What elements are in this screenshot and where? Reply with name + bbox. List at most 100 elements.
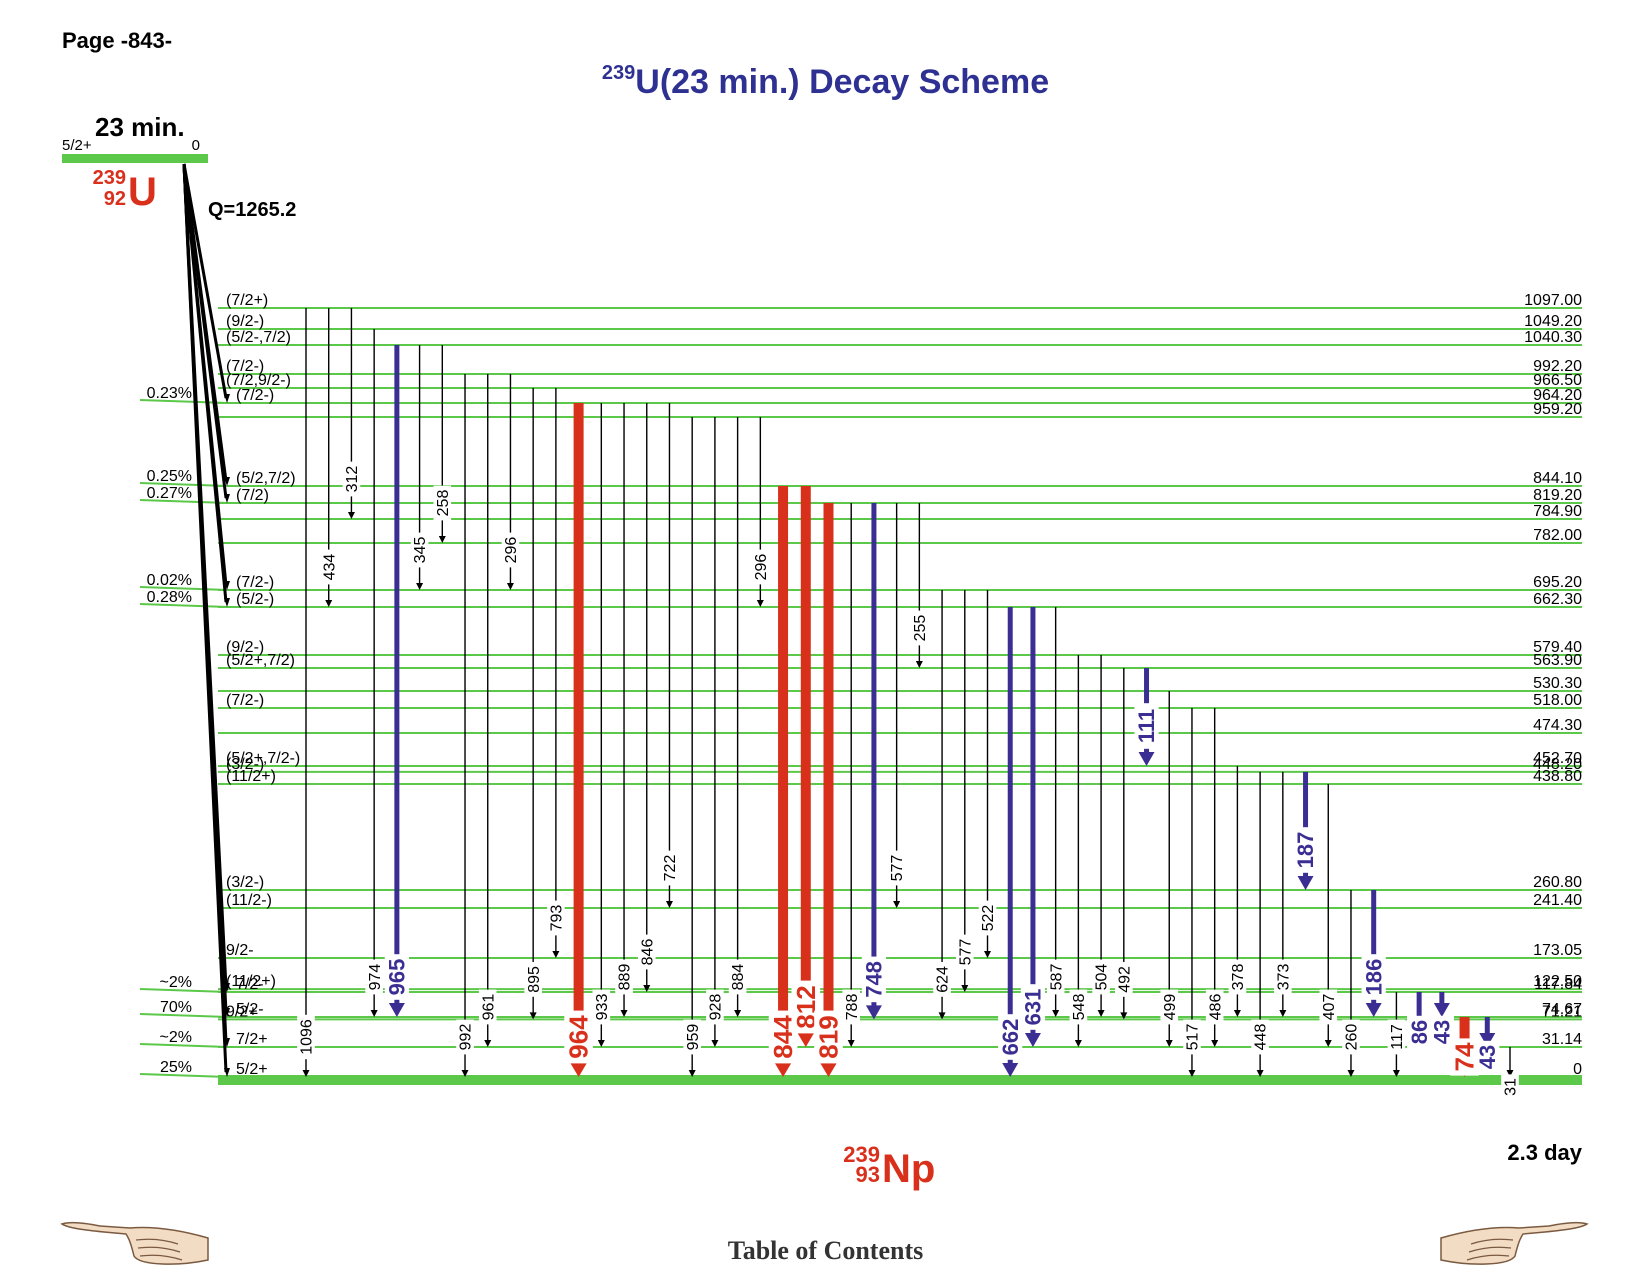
gamma-arrowhead [461, 1070, 469, 1077]
gamma-arrowhead [1279, 1010, 1287, 1017]
gamma-label-background [1115, 961, 1133, 997]
branching-ratio-label: 70% [160, 999, 192, 1016]
gamma-label-background [1475, 1040, 1500, 1074]
gamma-energy-label: 492 [1116, 966, 1133, 993]
title-text: U(23 min.) Decay Scheme [635, 63, 1050, 101]
gamma-846: 846 [637, 403, 656, 992]
levels-layer: 1097.00 (7/2+) 1049.20 (9/2-) 1040.30 (5/2-,7… [139, 292, 1582, 1085]
gamma-energy-label: 959 [685, 1024, 702, 1051]
level-energy-label: 782.00 [1533, 527, 1582, 544]
table-of-contents-link[interactable]: Table of Contents [727, 1236, 924, 1265]
next-page-hand-icon[interactable] [1439, 1210, 1589, 1268]
gamma-label-background [861, 956, 887, 1003]
gamma-889: 889 [615, 403, 634, 1017]
gamma-arrowhead [438, 536, 446, 543]
gamma-arrowhead [552, 951, 560, 958]
gamma-arrowhead [1479, 1033, 1496, 1047]
level-spin-label: (11/2+) [226, 768, 276, 785]
gamma-energy-label: 504 [1094, 964, 1111, 991]
gamma-label-background [1228, 959, 1247, 995]
gamma-74: 74 [1450, 1017, 1480, 1077]
gamma-energy-label: 964 [564, 1015, 594, 1059]
beta-branch-line [182, 163, 228, 1073]
gamma-577: 577 [887, 503, 906, 908]
gamma-arrowhead [1324, 1040, 1332, 1047]
gamma-energy-label: 448 [1253, 1024, 1270, 1051]
parent-halflife: 23 min. [95, 112, 185, 142]
gamma-577: 577 [955, 590, 974, 992]
level-energy-label: 959.20 [1533, 401, 1582, 418]
gamma-label-background [978, 900, 997, 936]
level-117.84: 117.84 7/2- ~2% [139, 974, 1582, 993]
level-spin-label: 9/2- [226, 942, 254, 959]
level-spin-label: 7/2- [236, 976, 264, 993]
gamma-energy-label: 889 [617, 964, 634, 991]
gamma-187: 187 [1293, 771, 1318, 890]
gamma-522: 522 [978, 590, 997, 958]
level-energy-label: 452.70 [1533, 750, 1582, 767]
gamma-energy-label: 74 [1450, 1042, 1480, 1071]
branching-leader-line [139, 1073, 229, 1078]
gamma-label-background [1251, 1019, 1269, 1055]
gamma-793: 793 [547, 388, 565, 958]
level-energy-label: 530.30 [1533, 675, 1582, 692]
gamma-label-background [637, 934, 656, 970]
gamma-label-background [1319, 989, 1338, 1025]
gamma-label-background [564, 1010, 593, 1064]
gamma-label-background [842, 989, 861, 1025]
gamma-arrowhead [1052, 1010, 1060, 1017]
level-energy-label: 122.50 [1533, 973, 1582, 990]
gamma-844: 844 [768, 486, 798, 1077]
gamma-label-background [910, 610, 929, 646]
gamma-arrowhead [1365, 1003, 1382, 1017]
beta-branch-arrowhead [224, 598, 230, 607]
gamma-label-background [683, 1019, 701, 1055]
gamma-label-background [1046, 959, 1065, 995]
gamma-label-background [478, 989, 497, 1025]
level-spin-label: (7/2,9/2-) [226, 372, 291, 389]
gamma-label-background [1020, 984, 1046, 1030]
gamma-arrowhead [416, 583, 424, 590]
gamma-961: 961 [478, 374, 497, 1047]
gamma-258: 258 [433, 345, 452, 543]
gamma-631: 631 [1021, 607, 1046, 1047]
gamma-arrowhead [529, 1012, 537, 1020]
level-518.00: 518.00 (7/2-) [218, 692, 1582, 709]
gamma-722: 722 [660, 403, 679, 908]
level-959.20: 959.20 [218, 401, 1582, 418]
level-energy-label: 117.84 [1534, 976, 1582, 993]
previous-page-hand-icon[interactable] [60, 1210, 210, 1268]
level-spin-label: (5/2+,7/2) [226, 652, 295, 669]
gamma-energy-label: 296 [503, 537, 520, 564]
gamma-312: 312 [342, 308, 361, 519]
gamma-label-background [524, 961, 542, 997]
level-energy-label: 474.30 [1533, 717, 1582, 734]
branching-leader-line [139, 586, 229, 591]
branching-ratio-label: 0.25% [147, 468, 192, 485]
level-966.50: 966.50 (7/2,9/2-) [218, 372, 1582, 389]
level-energy-label: 964.20 [1533, 387, 1582, 404]
level-spin-label: 7/2+ [236, 1031, 268, 1048]
parent-energy: 0 [192, 137, 200, 154]
gamma-819: 819 [814, 503, 844, 1077]
branching-ratio-label: 0.27% [147, 485, 192, 502]
gamma-arrowhead [734, 1010, 742, 1017]
gamma-energy-label: 517 [1185, 1024, 1202, 1051]
gamma-energy-label: 260 [1344, 1024, 1361, 1051]
gamma-499: 499 [1160, 691, 1179, 1047]
gamma-label-background [615, 959, 633, 995]
gamma-486: 486 [1205, 708, 1224, 1047]
gamma-965: 965 [385, 345, 410, 1017]
level-spin-label: (9/2-) [226, 313, 264, 330]
gamma-arrowhead [1188, 1070, 1196, 1077]
branching-leader-line [139, 988, 229, 993]
level-964.20: 964.20 (7/2-) 0.23% [139, 385, 1582, 404]
gamma-energy-label: 974 [367, 964, 384, 991]
level-energy-label: 1040.30 [1524, 329, 1582, 346]
level-energy-label: 1049.20 [1524, 313, 1582, 330]
gamma-arrowhead [1138, 752, 1155, 766]
gamma-label-background [1429, 1015, 1454, 1049]
gamma-energy-label: 928 [708, 994, 725, 1021]
level-spin-label: (5/2-,7/2) [226, 329, 291, 346]
